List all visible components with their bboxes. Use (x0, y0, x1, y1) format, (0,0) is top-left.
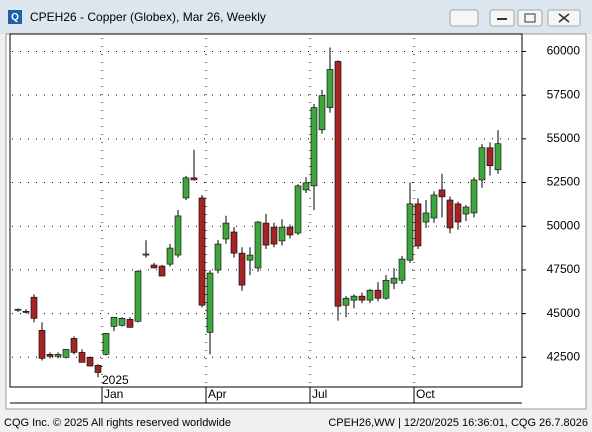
year-label: 2025 (102, 373, 129, 387)
plot-area (9, 33, 523, 388)
y-tick-label: 60000 (547, 44, 581, 58)
candle-body (118, 318, 126, 326)
y-tick-label: 42500 (547, 349, 581, 363)
app-icon-glyph: Q (11, 12, 19, 23)
candle-body (110, 316, 118, 327)
candle-body (310, 107, 318, 187)
candle-body (134, 270, 142, 322)
y-tick-label: 52500 (547, 175, 581, 189)
x-tick-label: Jul (312, 387, 327, 401)
candle-body (54, 354, 62, 357)
candle-body (366, 289, 374, 301)
candle-body (430, 194, 438, 219)
candle-body (30, 296, 38, 319)
candle-body (334, 61, 342, 307)
candle-body (102, 333, 110, 355)
candle-body (206, 272, 214, 333)
candle-body (14, 308, 22, 311)
candle-body (158, 265, 166, 277)
candle-body (294, 185, 302, 234)
candle-body (358, 295, 366, 301)
candle-body (286, 226, 294, 236)
footer-left: CQG Inc. © 2025 All rights reserved worl… (4, 417, 231, 429)
candle-body (198, 197, 206, 306)
candle-body (326, 69, 334, 108)
maximize-glyph (524, 13, 536, 23)
x-tick-label: Jan (104, 387, 123, 401)
candle-body (246, 254, 254, 261)
candle-body (398, 258, 406, 281)
x-tick-label: Apr (208, 387, 227, 401)
candle-body (302, 182, 310, 191)
candle-body (174, 215, 182, 256)
y-tick-label: 55000 (547, 131, 581, 145)
candle-body (78, 352, 86, 363)
candle-body (166, 247, 174, 265)
candle-body (438, 189, 446, 198)
candle-body (454, 203, 462, 223)
candle-body (38, 330, 46, 359)
candle-body (470, 179, 478, 214)
candle-body (390, 277, 398, 284)
candle-body (414, 203, 422, 247)
footer-right: CPEH26,WW | 12/20/2025 16:36:01, CQG 26.… (328, 417, 588, 429)
candle-body (318, 95, 326, 131)
candle-body (230, 231, 238, 254)
candle-body (446, 199, 454, 229)
candle-body (350, 295, 358, 301)
candle-body (182, 177, 190, 199)
maximize-button[interactable] (517, 9, 543, 27)
candle-body (254, 221, 262, 269)
window-title: CPEH26 - Copper (Globex), Mar 26, Weekly (30, 10, 266, 24)
candle-body (142, 253, 150, 256)
candle-body (422, 212, 430, 223)
x-tick-label: Oct (416, 387, 435, 401)
candle-body (270, 226, 278, 245)
candle-body (222, 222, 230, 240)
candle-body (70, 338, 78, 353)
y-tick-label: 57500 (547, 87, 581, 101)
candle-body (126, 319, 134, 328)
y-tick-label: 50000 (547, 218, 581, 232)
candle-body (150, 264, 158, 269)
candle-body (406, 203, 414, 261)
candle-body (374, 289, 382, 299)
app-icon (8, 10, 22, 24)
candle-body (214, 243, 222, 271)
candle-body (238, 252, 246, 286)
candle-body (22, 311, 30, 313)
candle-body (94, 365, 102, 373)
candle-body (462, 206, 470, 215)
close-glyph (558, 13, 570, 23)
candle-body (494, 143, 502, 171)
candle-body (382, 279, 390, 299)
candle-body (46, 354, 54, 357)
y-tick-label: 45000 (547, 306, 581, 320)
candle-body (86, 356, 94, 367)
candle-body (486, 147, 494, 167)
y-tick-label: 47500 (547, 262, 581, 276)
candle-body (478, 147, 486, 181)
candle-body (190, 177, 198, 181)
link-button[interactable] (449, 9, 479, 27)
candle-body (342, 297, 350, 306)
candle-body (278, 226, 286, 242)
candle-body (262, 222, 270, 246)
candle-body (62, 349, 70, 358)
